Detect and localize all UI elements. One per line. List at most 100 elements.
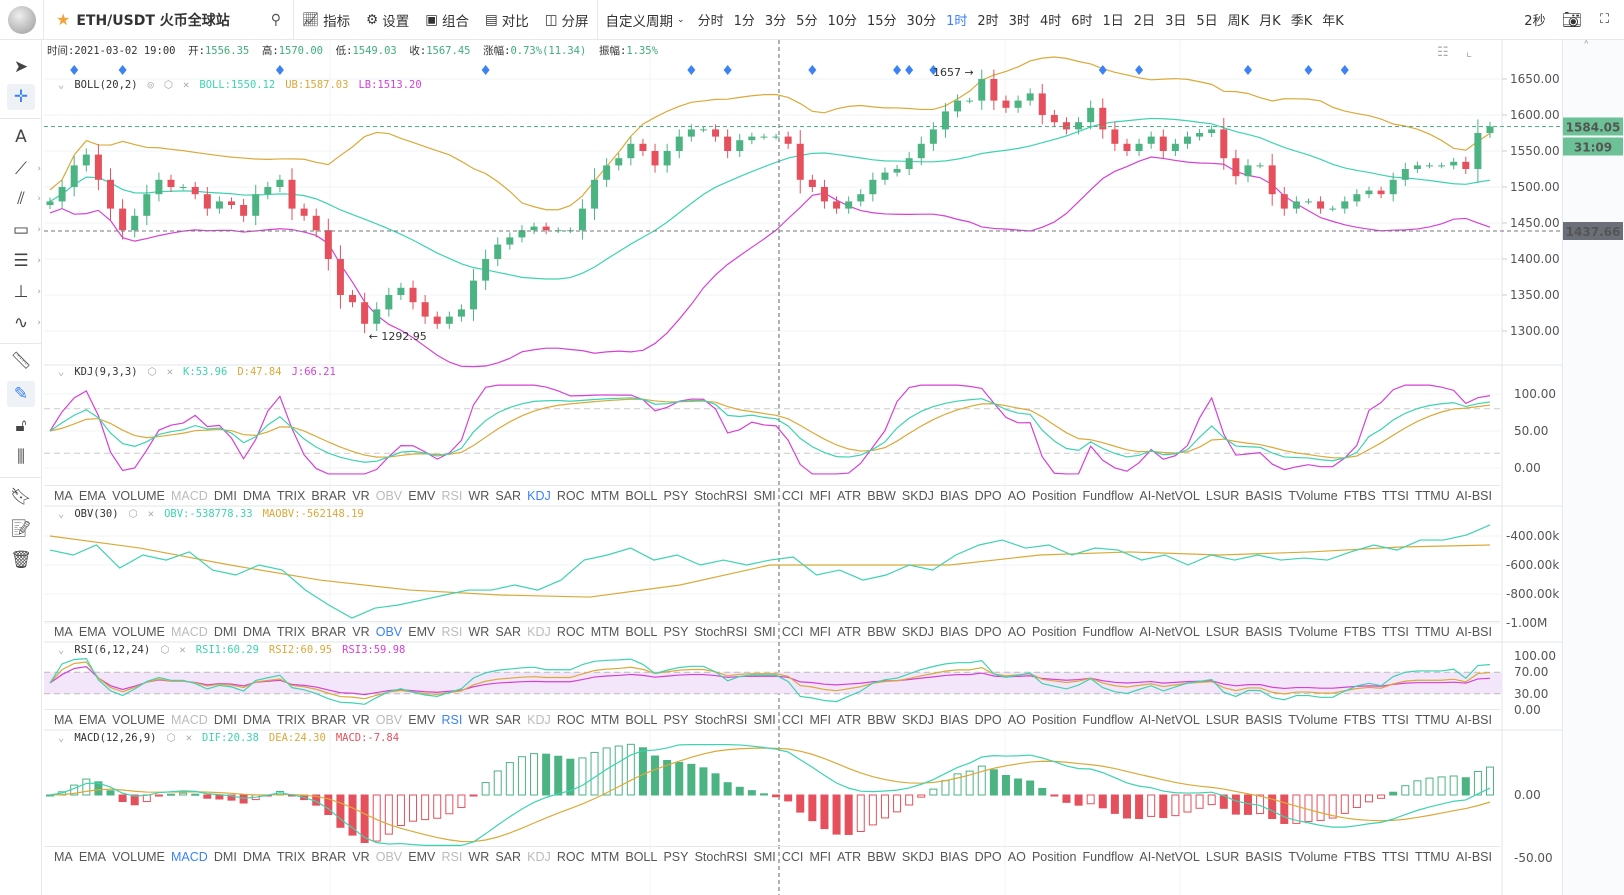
indicator-tab[interactable]: SAR	[495, 713, 522, 727]
indicator-tab[interactable]: MA	[54, 850, 73, 864]
indicator-tab[interactable]: LSUR	[1205, 489, 1240, 503]
pen-icon[interactable]: ✎	[7, 381, 35, 407]
indicator-tab[interactable]: Position	[1031, 625, 1077, 639]
indicator-tab[interactable]: TRIX	[276, 489, 306, 503]
indicator-tab[interactable]: ATR	[837, 850, 862, 864]
indicator-tab[interactable]: Position	[1031, 850, 1077, 864]
indicator-tab[interactable]: CCI	[781, 850, 804, 864]
indicator-tab[interactable]: AI-BSI	[1455, 850, 1492, 864]
indicator-tab[interactable]: FTBS	[1343, 489, 1376, 503]
indicator-tab[interactable]: KDJ	[527, 713, 551, 727]
indicator-tab[interactable]: SMI	[753, 489, 776, 503]
indicator-tab[interactable]: BASIS	[1245, 625, 1283, 639]
indicator-tab[interactable]: Fundflow	[1082, 489, 1134, 503]
symbol-selector[interactable]: ★ ETH/USDT 火币全球站 ⚲	[44, 0, 294, 40]
indicator-tab[interactable]: TVolume	[1288, 850, 1338, 864]
text-tool-icon[interactable]: A	[15, 127, 27, 147]
measure-icon[interactable]: ⊥ ›	[13, 282, 41, 302]
indicator-tab[interactable]: AI-NetVOL	[1139, 489, 1200, 503]
period-tab[interactable]: 2日	[1133, 14, 1156, 29]
indicator-tab[interactable]: DMI	[213, 850, 237, 864]
close-icon[interactable]: ✕	[183, 79, 190, 91]
indicator-tab[interactable]: Position	[1031, 489, 1077, 503]
indicator-tab[interactable]: FTBS	[1343, 713, 1376, 727]
indicator-tab[interactable]: TRIX	[276, 850, 306, 864]
trend-line-icon[interactable]: ⟋ ›	[15, 159, 41, 179]
indicator-tab[interactable]: KDJ	[527, 489, 551, 503]
indicator-tab[interactable]: BIAS	[939, 625, 969, 639]
indicator-tab[interactable]: DMA	[242, 489, 271, 503]
compare-button[interactable]: ▤ 对比	[485, 11, 529, 30]
indicator-tab[interactable]: AI-NetVOL	[1139, 850, 1200, 864]
period-tab[interactable]: 2时	[977, 14, 999, 29]
indicator-tab[interactable]: BIAS	[939, 489, 969, 503]
indicator-tab[interactable]: TTMU	[1415, 713, 1450, 727]
indicator-tab[interactable]: SKDJ	[901, 850, 934, 864]
indicator-tab[interactable]: VOLUME	[112, 850, 165, 864]
collapse-up-icon[interactable]: ˄	[1583, 40, 1590, 55]
indicator-tab[interactable]: WR	[468, 625, 490, 639]
indicator-tab[interactable]: MFI	[809, 713, 831, 727]
indicator-tab[interactable]: TTSI	[1381, 489, 1409, 503]
indicator-tab[interactable]: MTM	[590, 850, 620, 864]
search-icon[interactable]: ⚲	[270, 11, 281, 28]
close-icon[interactable]: ✕	[185, 732, 193, 744]
indicator-tab[interactable]: ATR	[837, 489, 862, 503]
indicator-tab[interactable]: TVolume	[1288, 625, 1338, 639]
indicator-tab[interactable]: BRAR	[311, 489, 347, 503]
indicator-tab[interactable]: BRAR	[311, 713, 347, 727]
indicator-tab[interactable]: CCI	[781, 625, 804, 639]
pointer-icon[interactable]: ➤	[13, 57, 29, 77]
indicator-tab[interactable]: MA	[54, 625, 73, 639]
indicator-tab[interactable]: MA	[54, 713, 73, 727]
indicator-tab[interactable]: AO	[1007, 850, 1026, 864]
indicator-tab[interactable]: BRAR	[311, 850, 347, 864]
camera-icon[interactable]: 📷︎	[1561, 10, 1582, 29]
indicator-tab[interactable]: WR	[468, 489, 490, 503]
indicator-tab[interactable]: TTSI	[1381, 850, 1409, 864]
indicator-tab[interactable]: CCI	[781, 713, 804, 727]
period-tab[interactable]: 4时	[1039, 14, 1062, 29]
indicator-tab[interactable]: BIAS	[939, 713, 969, 727]
chevron-down-icon[interactable]: ⌄	[58, 644, 65, 656]
chevron-down-icon[interactable]: ⌄	[58, 508, 65, 520]
indicator-tab[interactable]: SKDJ	[901, 489, 934, 503]
indicator-tab[interactable]: ROC	[556, 850, 585, 864]
indicator-tab[interactable]: VR	[352, 489, 370, 503]
indicator-tab[interactable]: Fundflow	[1082, 850, 1134, 864]
indicator-tab[interactable]: CCI	[781, 489, 804, 503]
period-tab[interactable]: 6时	[1071, 14, 1093, 29]
indicator-tab[interactable]: MTM	[590, 713, 620, 727]
maximize-panel-icon[interactable]: ⌞	[1466, 45, 1473, 60]
fullscreen-icon[interactable]: ⛶	[1599, 12, 1609, 27]
indicator-tab[interactable]: EMV	[408, 713, 436, 727]
indicator-tab[interactable]: LSUR	[1205, 850, 1240, 864]
indicator-tab[interactable]: KDJ	[527, 850, 551, 864]
indicator-tab[interactable]: SKDJ	[901, 713, 934, 727]
indicator-tab[interactable]: MACD	[170, 850, 208, 864]
indicator-tab[interactable]: RSI	[441, 625, 463, 639]
indicator-tab[interactable]: WR	[468, 850, 490, 864]
indicator-tab[interactable]: PSY	[663, 850, 689, 864]
indicator-tab[interactable]: BASIS	[1245, 713, 1283, 727]
indicator-tab[interactable]: RSI	[441, 850, 463, 864]
close-icon[interactable]: ✕	[166, 366, 174, 378]
gear-icon[interactable]: ⬡	[160, 644, 170, 656]
indicator-tab[interactable]: BRAR	[311, 625, 347, 639]
chevron-down-icon[interactable]: ⌄	[58, 732, 65, 744]
indicator-tab[interactable]: BASIS	[1245, 850, 1283, 864]
indicator-tab[interactable]: VOLUME	[112, 713, 165, 727]
indicator-tab[interactable]: DMA	[242, 713, 271, 727]
settings-button[interactable]: ⚙ 设置	[366, 11, 410, 30]
close-icon[interactable]: ✕	[147, 508, 155, 520]
indicators-button[interactable]: 📈︎ 指标	[302, 11, 351, 30]
indicator-tab[interactable]: WR	[468, 713, 490, 727]
close-icon[interactable]: ✕	[179, 644, 186, 656]
bookmark-icon[interactable]: 🔖︎	[10, 487, 32, 507]
rectangle-icon[interactable]: ▭ ›	[12, 220, 41, 240]
indicator-tab[interactable]: MACD	[170, 625, 208, 639]
indicator-tab[interactable]: TTSI	[1381, 713, 1409, 727]
period-tab[interactable]: 3日	[1165, 14, 1187, 29]
crosshair-icon[interactable]: ✛	[7, 84, 35, 110]
